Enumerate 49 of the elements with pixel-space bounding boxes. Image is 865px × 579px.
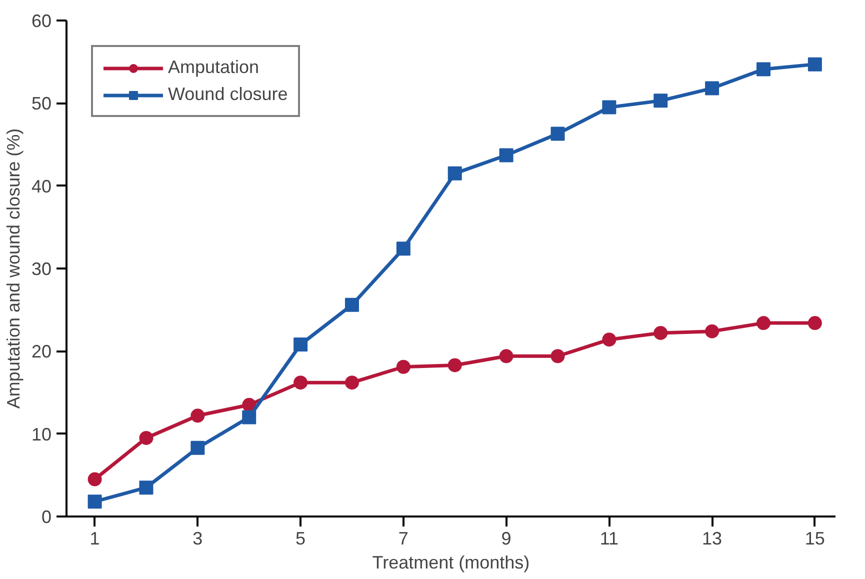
point [602,332,616,347]
point [654,326,668,340]
point [88,472,102,486]
point [139,480,154,495]
legend-label: Wound closure [168,84,288,105]
point [190,440,205,455]
legend-label: Amputation [168,57,260,78]
point [705,324,720,338]
x-tick-label: 7 [398,528,408,548]
point [808,316,822,330]
point [396,360,410,374]
x-tick-label: 11 [600,528,619,548]
point [448,166,462,180]
x-tick-label: 5 [296,528,306,548]
y-axis-title: Amputation and wound closure (%) [3,128,24,409]
point [139,430,154,445]
x-tick-label: 1 [90,528,100,548]
point [550,349,565,364]
point [396,242,410,256]
point [344,298,359,312]
point [756,316,770,330]
point [88,494,102,509]
point [550,126,565,141]
point [190,408,205,423]
x-tick-label: 3 [192,528,203,548]
y-tick-label: 60 [31,11,52,31]
point [499,349,514,364]
point [294,376,308,390]
point [242,398,256,412]
y-tick-label: 30 [31,259,52,279]
point [602,100,616,114]
x-tick-label: 13 [702,528,722,548]
y-tick-label: 50 [31,94,52,114]
point [294,338,308,352]
y-tick-label: 40 [31,176,52,196]
point [654,94,668,108]
point [448,358,462,372]
point [242,410,256,424]
x-tick-label: 9 [501,528,512,548]
y-tick-label: 0 [41,507,52,527]
y-tick-label: 10 [31,424,52,444]
point [499,148,514,162]
point [344,376,359,390]
y-tick-label: 20 [31,342,52,362]
x-axis-title: Treatment (months) [372,552,530,572]
point [756,62,770,76]
point [705,81,720,96]
point [808,57,822,72]
x-tick-label: 15 [804,528,825,548]
